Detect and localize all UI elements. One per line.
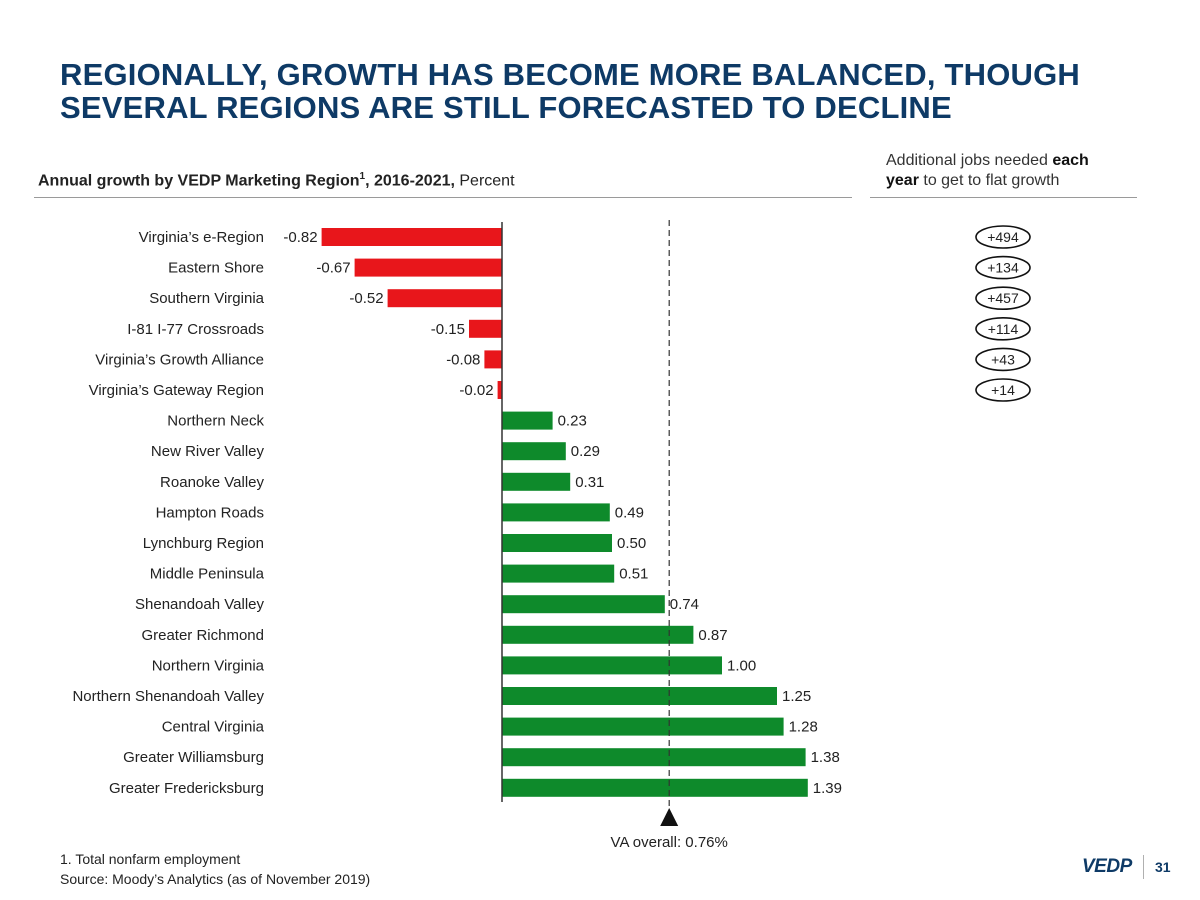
value-label: -0.02 (459, 382, 493, 399)
chart-subtitle: Annual growth by VEDP Marketing Region1,… (38, 171, 515, 190)
source-note: Source: Moody’s Analytics (as of Novembe… (60, 871, 371, 887)
category-label: Northern Shenandoah Valley (72, 688, 264, 705)
subtitle-unit: Percent (454, 172, 515, 190)
jobs-needed-value: +14 (991, 382, 1015, 398)
jobs-header-l2-bold: year (886, 172, 919, 189)
positive-bar (502, 656, 722, 675)
positive-bar (502, 472, 571, 491)
value-label: 1.00 (727, 657, 756, 674)
category-label: Virginia’s e-Region (139, 229, 264, 246)
title-line-2: SEVERAL REGIONS ARE STILL FORECASTED TO … (60, 90, 952, 125)
value-label: 0.49 (615, 504, 644, 521)
jobs-needed-value: +457 (987, 290, 1019, 306)
value-label: -0.82 (283, 229, 317, 246)
jobs-header-l1: Additional jobs needed (886, 152, 1053, 169)
category-label: Shenandoah Valley (135, 596, 264, 613)
page-number: 31 (1155, 859, 1171, 875)
category-label: Greater Williamsburg (123, 749, 264, 766)
jobs-needed-value: +43 (991, 351, 1015, 367)
jobs-header-l2: to get to flat growth (918, 172, 1060, 189)
category-label: Virginia’s Growth Alliance (95, 351, 264, 368)
value-label: 0.87 (698, 627, 727, 644)
category-label: Greater Richmond (141, 627, 264, 644)
value-label: 1.25 (782, 688, 811, 705)
reference-marker-triangle (660, 808, 679, 826)
jobs-needed-oval (975, 225, 1031, 249)
category-label: Middle Peninsula (150, 566, 265, 583)
positive-bar (502, 564, 615, 583)
positive-bar (502, 687, 777, 705)
category-label: I-81 I-77 Crossroads (127, 321, 264, 338)
jobs-needed-oval (975, 286, 1031, 311)
negative-bar (469, 319, 502, 338)
value-label: -0.67 (316, 260, 350, 277)
jobs-header: Additional jobs needed each year to get … (886, 151, 1089, 191)
value-label: 0.51 (619, 566, 648, 583)
value-label: 0.74 (670, 596, 699, 613)
positive-bar (502, 411, 553, 430)
positive-bar (502, 748, 806, 767)
vedp-logo: VEDP (1082, 856, 1132, 877)
jobs-needed-value: +114 (988, 321, 1019, 337)
jobs-needed-oval (975, 347, 1031, 372)
jobs-needed-oval (975, 378, 1031, 402)
title-line-1: REGIONALLY, GROWTH HAS BECOME MORE BALAN… (60, 57, 1081, 92)
value-label: 0.50 (617, 535, 646, 552)
jobs-needed-oval (975, 316, 1031, 341)
category-label: Central Virginia (162, 719, 265, 736)
category-label: Hampton Roads (156, 504, 264, 521)
jobs-needed-value: +494 (987, 229, 1019, 245)
negative-bar (321, 228, 502, 246)
va-overall-label: VA overall: 0.76% (611, 834, 728, 851)
positive-bar (502, 534, 612, 552)
jobs-header-divider (870, 197, 1137, 198)
positive-bar (502, 595, 665, 614)
value-label: 1.39 (813, 780, 842, 797)
value-label: 1.28 (789, 719, 818, 736)
subtitle-divider (34, 197, 852, 198)
value-label: -0.15 (431, 321, 465, 338)
negative-bar (387, 289, 502, 308)
subtitle-years: , 2016-2021, (365, 172, 455, 190)
footnote-1: 1. Total nonfarm employment (60, 851, 241, 867)
subtitle-footnote-ref: 1 (359, 171, 366, 182)
value-label: 1.38 (811, 749, 840, 766)
category-label: Northern Neck (167, 413, 264, 430)
slide-title: REGIONALLY, GROWTH HAS BECOME MORE BALAN… (60, 58, 1160, 124)
positive-bar (502, 442, 566, 461)
negative-bar (497, 381, 502, 399)
category-label: Virginia’s Gateway Region (89, 382, 264, 399)
category-label: Southern Virginia (149, 290, 264, 307)
jobs-needed-value: +134 (987, 260, 1019, 276)
negative-bar (484, 350, 502, 369)
category-label: Eastern Shore (168, 260, 264, 277)
positive-bar (502, 503, 610, 522)
value-label: 0.23 (558, 413, 587, 430)
positive-bar (502, 717, 784, 736)
negative-bar (354, 258, 502, 277)
category-label: New River Valley (151, 443, 265, 460)
footnotes: 1. Total nonfarm employment Source: Mood… (60, 849, 370, 889)
positive-bar (502, 778, 808, 797)
category-label: Roanoke Valley (160, 474, 264, 491)
value-label: 0.31 (575, 474, 604, 491)
subtitle-bold: Annual growth by VEDP Marketing Region (38, 172, 360, 190)
value-label: -0.52 (349, 290, 383, 307)
category-label: Greater Fredericksburg (109, 780, 264, 797)
category-label: Lynchburg Region (143, 535, 264, 552)
value-label: 0.29 (571, 443, 600, 460)
logo-divider (1143, 855, 1144, 879)
category-label: Northern Virginia (152, 657, 265, 674)
jobs-needed-oval (975, 255, 1031, 280)
value-label: -0.08 (446, 351, 480, 368)
positive-bar (502, 625, 694, 644)
jobs-header-l1-bold: each (1052, 152, 1089, 169)
